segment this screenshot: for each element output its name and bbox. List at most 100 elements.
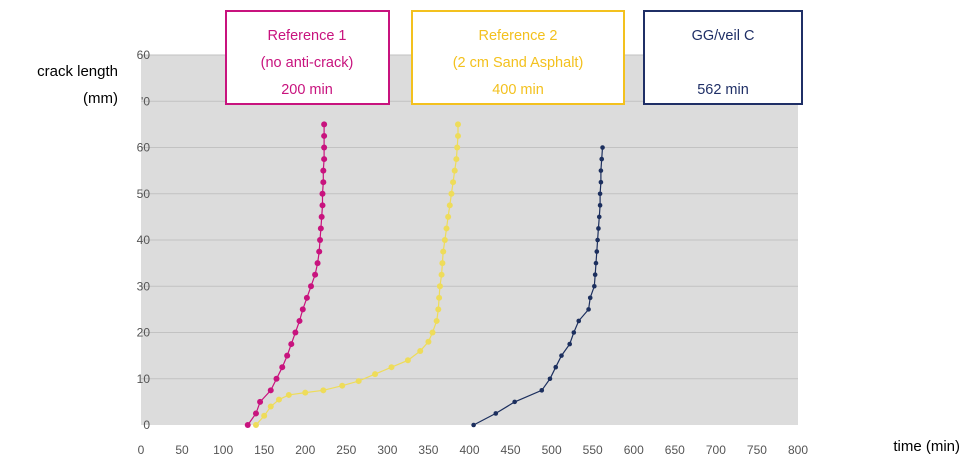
data-point: [436, 283, 443, 290]
data-point: [321, 144, 328, 151]
data-point: [598, 179, 604, 185]
data-point: [451, 167, 458, 174]
data-point: [445, 213, 452, 220]
data-point: [553, 364, 559, 370]
x-tick-label: 600: [624, 443, 644, 457]
data-point: [441, 237, 448, 243]
x-tick-label: 750: [747, 443, 767, 457]
x-tick-label: 100: [213, 443, 233, 457]
data-point: [321, 121, 328, 128]
y-tick-label: 40: [137, 233, 151, 247]
data-point: [296, 317, 303, 324]
data-point: [252, 410, 259, 417]
annotation-reference-1-line-1: Reference 1: [268, 28, 347, 44]
data-point: [453, 156, 460, 163]
data-point: [267, 403, 274, 410]
data-point: [454, 144, 461, 151]
data-point: [594, 249, 600, 254]
x-tick-label: 400: [459, 443, 479, 457]
data-point: [320, 387, 327, 394]
annotation-gg-veil-c-line-3: 562 min: [697, 82, 749, 98]
y-tick-label: '0: [141, 94, 150, 108]
annotation-gg-veil-c: GG/veil C 562 min: [643, 10, 803, 105]
data-point: [244, 422, 251, 428]
data-point: [319, 202, 326, 209]
data-point: [587, 295, 593, 301]
x-axis-title: time (min): [893, 438, 960, 455]
x-tick-label: 0: [138, 443, 145, 457]
x-tick-label: 650: [665, 443, 685, 457]
y-tick-label: 50: [137, 187, 151, 201]
data-point: [252, 422, 259, 428]
data-point: [586, 307, 591, 312]
data-point: [547, 376, 553, 382]
x-tick-label: 50: [175, 443, 189, 457]
data-point: [355, 378, 362, 385]
x-tick-label: 700: [706, 443, 726, 457]
data-point: [471, 422, 476, 428]
data-point: [275, 396, 282, 403]
y-axis-title-line-2: (mm): [83, 90, 118, 107]
data-point: [320, 167, 327, 174]
annotation-reference-2-line-2: (2 cm Sand Asphalt): [453, 55, 584, 71]
data-point: [439, 260, 446, 267]
data-point: [559, 353, 564, 358]
data-point: [321, 156, 328, 163]
data-point: [596, 226, 601, 231]
y-axis-title-line-1: crack length: [37, 63, 118, 80]
annotation-reference-2: Reference 2 (2 cm Sand Asphalt) 400 min: [411, 10, 625, 105]
data-point: [284, 352, 291, 359]
data-point: [595, 237, 600, 243]
data-point: [599, 156, 605, 162]
data-point: [312, 271, 319, 278]
x-tick-label: 200: [295, 443, 315, 457]
x-tick-label: 300: [377, 443, 397, 457]
data-point: [443, 225, 450, 232]
y-tick-label: 30: [137, 279, 151, 293]
data-point: [404, 357, 411, 364]
data-point: [436, 294, 443, 301]
data-point: [317, 225, 324, 232]
data-point: [273, 375, 280, 382]
annotation-reference-1: Reference 1 (no anti-crack) 200 min: [225, 10, 390, 105]
data-point: [567, 341, 572, 347]
x-tick-label: 250: [336, 443, 356, 457]
x-tick-label: 150: [254, 443, 274, 457]
data-point: [493, 411, 499, 416]
data-point: [425, 338, 432, 345]
data-point: [598, 168, 604, 173]
data-series: [244, 121, 605, 428]
data-point: [455, 132, 462, 139]
y-tick-label: 60: [137, 48, 151, 62]
data-point: [317, 237, 324, 243]
data-point: [299, 306, 306, 313]
data-point: [429, 329, 436, 336]
data-point: [597, 203, 603, 208]
data-point: [316, 248, 323, 255]
data-point: [319, 190, 326, 197]
data-point: [302, 389, 309, 396]
data-point: [318, 213, 325, 220]
data-point: [440, 248, 447, 255]
data-point: [339, 382, 346, 389]
data-point: [512, 399, 517, 405]
data-point: [292, 329, 299, 336]
data-point: [257, 398, 264, 405]
x-tick-label: 450: [501, 443, 521, 457]
data-point: [455, 121, 462, 128]
annotation-reference-2-line-3: 400 min: [492, 82, 544, 98]
data-point: [592, 272, 598, 277]
data-point: [288, 341, 295, 348]
y-tick-label: 10: [137, 372, 151, 386]
data-point: [388, 364, 395, 371]
annotation-reference-1-line-3: 200 min: [281, 82, 333, 98]
x-tick-labels: 0 50 100 150 200 250 300 350 400 450 500 550 600 650 7…: [138, 443, 809, 457]
data-point: [314, 260, 321, 267]
y-tick-label: 20: [137, 326, 151, 340]
data-point: [450, 179, 457, 186]
data-point: [307, 283, 314, 290]
data-point: [372, 371, 379, 378]
x-tick-label: 350: [418, 443, 438, 457]
data-point: [435, 306, 442, 313]
x-tick-label: 550: [583, 443, 603, 457]
